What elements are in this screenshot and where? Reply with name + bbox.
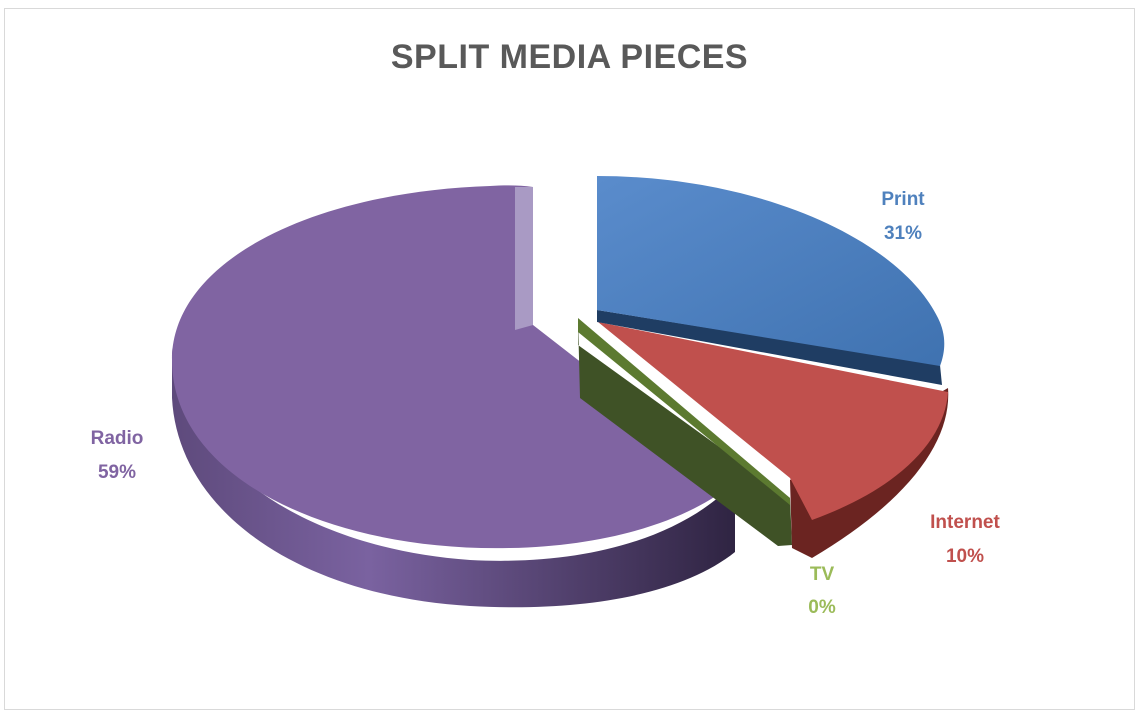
- print-slice-side: [597, 310, 942, 385]
- label-radio-pct: 59%: [98, 462, 136, 483]
- label-tv-pct: 0%: [808, 597, 836, 618]
- pie-slice-internet: [598, 322, 949, 558]
- internet-slice-top: [598, 322, 948, 520]
- label-print-name: Print: [881, 189, 925, 210]
- radio-slice-top: [172, 185, 735, 549]
- label-radio-name: Radio: [91, 428, 144, 449]
- tv-slice-wall: [578, 318, 792, 546]
- label-internet-pct: 10%: [946, 546, 984, 567]
- radio-slice-wall: [515, 187, 533, 330]
- label-tv-name: TV: [810, 564, 835, 585]
- label-internet-name: Internet: [930, 512, 1000, 533]
- radio-slice-side: [172, 348, 735, 608]
- tv-slice-edge: [578, 318, 790, 505]
- print-slice-top: [597, 176, 945, 366]
- pie-slice-tv: [578, 318, 792, 546]
- chart-title: SPLIT MEDIA PIECES: [390, 38, 749, 76]
- pie-slice-print: [597, 176, 945, 385]
- label-print-pct: 31%: [884, 223, 922, 244]
- pie-slice-radio: [172, 185, 735, 608]
